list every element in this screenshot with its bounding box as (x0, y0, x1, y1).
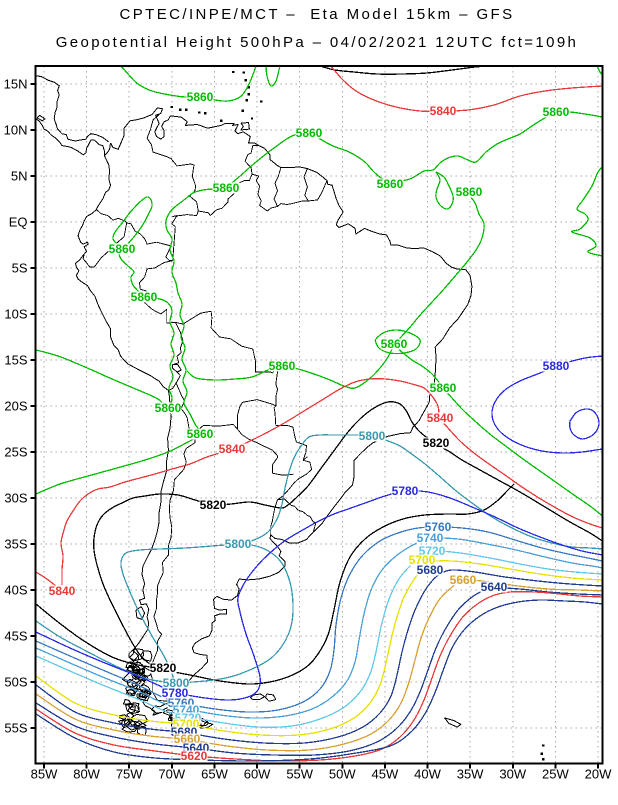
svg-text:5860: 5860 (131, 290, 158, 304)
svg-text:5700: 5700 (409, 553, 436, 567)
svg-text:55W: 55W (286, 767, 313, 782)
svg-text:20S: 20S (4, 399, 27, 414)
svg-text:5820: 5820 (423, 436, 450, 450)
svg-text:5620: 5620 (181, 749, 208, 763)
svg-text:5860: 5860 (155, 401, 182, 415)
svg-text:5840: 5840 (430, 104, 457, 118)
svg-text:5860: 5860 (187, 427, 214, 441)
svg-text:5680: 5680 (417, 563, 444, 577)
svg-text:25S: 25S (4, 445, 27, 460)
svg-text:70W: 70W (158, 767, 185, 782)
svg-text:5780: 5780 (162, 686, 189, 700)
svg-text:5840: 5840 (219, 442, 246, 456)
svg-text:75W: 75W (116, 767, 143, 782)
svg-text:5N: 5N (11, 169, 28, 184)
svg-text:30W: 30W (499, 767, 526, 782)
svg-text:35W: 35W (457, 767, 484, 782)
svg-text:5860: 5860 (381, 337, 408, 351)
svg-text:15S: 15S (4, 353, 27, 368)
svg-text:5660: 5660 (450, 573, 477, 587)
svg-text:65W: 65W (201, 767, 228, 782)
svg-text:30S: 30S (4, 491, 27, 506)
svg-text:40S: 40S (4, 583, 27, 598)
svg-text:15N: 15N (4, 77, 28, 92)
svg-text:5860: 5860 (456, 185, 483, 199)
svg-text:5S: 5S (12, 261, 28, 276)
svg-text:45S: 45S (4, 629, 27, 644)
svg-text:10S: 10S (4, 307, 27, 322)
svg-text:5800: 5800 (225, 537, 252, 551)
svg-text:5860: 5860 (109, 242, 136, 256)
svg-text:25W: 25W (542, 767, 569, 782)
svg-text:5820: 5820 (150, 661, 177, 675)
svg-text:5860: 5860 (543, 105, 570, 119)
svg-text:5860: 5860 (377, 177, 404, 191)
svg-text:40W: 40W (414, 767, 441, 782)
svg-text:5740: 5740 (417, 531, 444, 545)
svg-text:50S: 50S (4, 675, 27, 690)
svg-text:45W: 45W (372, 767, 399, 782)
svg-text:5800: 5800 (163, 676, 190, 690)
svg-text:20W: 20W (585, 767, 612, 782)
svg-text:5780: 5780 (392, 484, 419, 498)
svg-text:10N: 10N (4, 123, 28, 138)
svg-text:60W: 60W (244, 767, 271, 782)
svg-text:5880: 5880 (543, 359, 570, 373)
svg-text:50W: 50W (329, 767, 356, 782)
svg-text:5800: 5800 (359, 429, 386, 443)
svg-text:55S: 55S (4, 721, 27, 736)
svg-text:85W: 85W (31, 767, 58, 782)
svg-text:5860: 5860 (213, 181, 240, 195)
svg-text:5840: 5840 (49, 584, 76, 598)
svg-text:5840: 5840 (427, 411, 454, 425)
svg-text:5760: 5760 (425, 520, 452, 534)
svg-text:5640: 5640 (481, 580, 508, 594)
svg-text:5860: 5860 (430, 381, 457, 395)
svg-text:5860: 5860 (269, 359, 296, 373)
svg-text:5820: 5820 (200, 498, 227, 512)
svg-text:5860: 5860 (187, 90, 214, 104)
svg-text:5860: 5860 (296, 126, 323, 140)
svg-text:EQ: EQ (9, 215, 28, 230)
svg-text:80W: 80W (73, 767, 100, 782)
svg-text:35S: 35S (4, 537, 27, 552)
